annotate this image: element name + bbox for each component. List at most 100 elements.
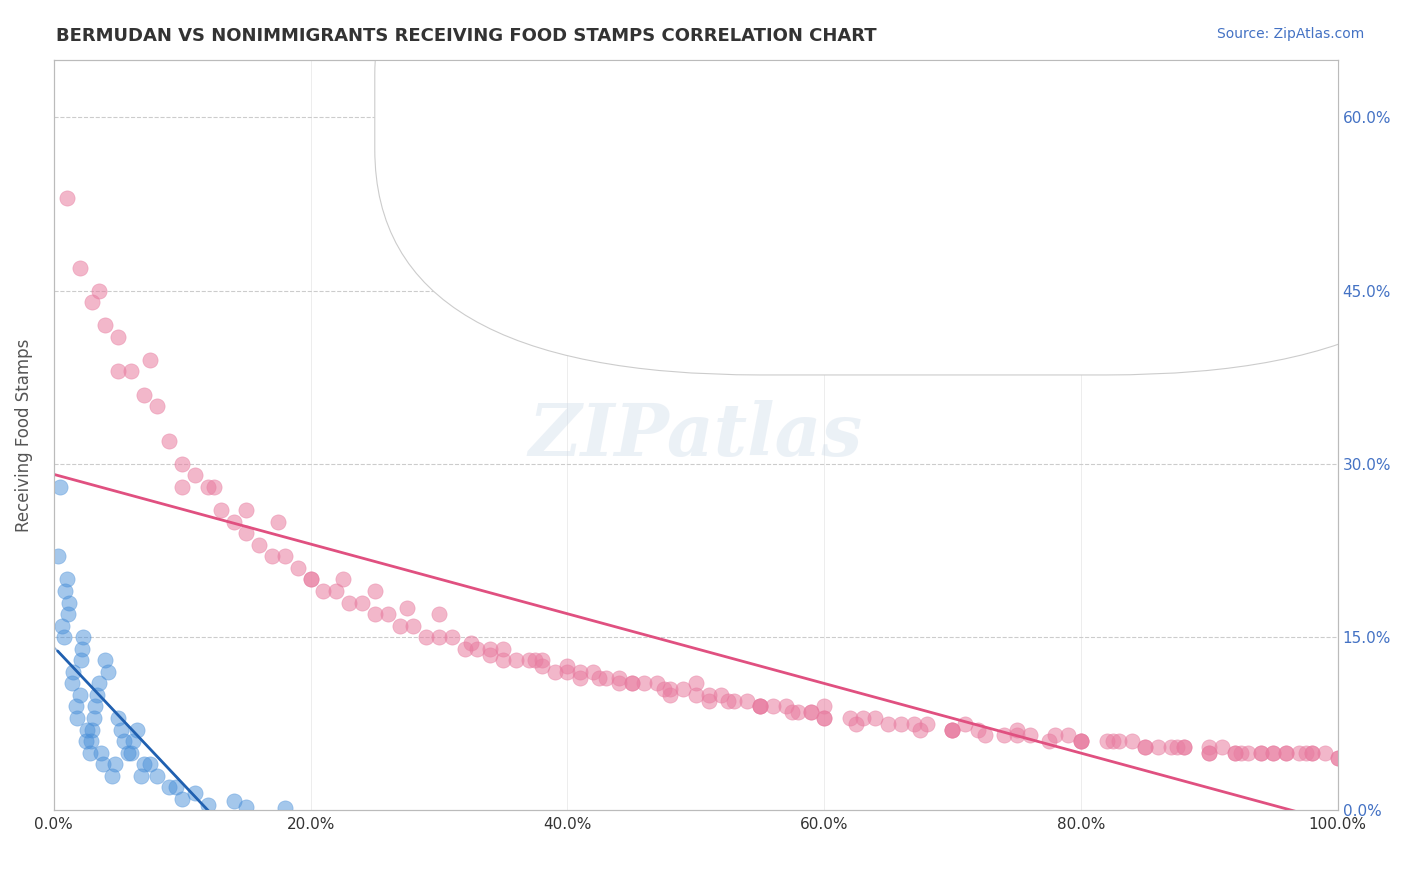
Point [86, 688, 108, 702]
Point [582, 665, 605, 679]
Point [890, 716, 912, 731]
Point [813, 711, 835, 725]
Point [569, 671, 592, 685]
Point [82, 295, 104, 310]
Point [845, 716, 868, 731]
Point [1070, 734, 1092, 748]
Point [838, 711, 860, 725]
Point [402, 618, 425, 632]
Point [58, 595, 80, 609]
Point [377, 607, 399, 621]
Point [717, 694, 740, 708]
Point [129, 769, 152, 783]
Point [209, 503, 232, 517]
Point [595, 671, 617, 685]
Point [60, 676, 83, 690]
Point [557, 665, 579, 679]
Point [87, 284, 110, 298]
Point [1275, 746, 1298, 760]
Point [607, 676, 630, 690]
Point [1133, 739, 1156, 754]
Point [620, 676, 643, 690]
Point [1147, 739, 1170, 754]
Point [69, 260, 91, 275]
Point [312, 584, 335, 599]
Point [652, 682, 675, 697]
Point [530, 653, 553, 667]
Point [659, 682, 682, 697]
Point [267, 515, 290, 529]
Point [274, 549, 297, 564]
Point [1236, 746, 1258, 760]
Point [49, 480, 72, 494]
Point [287, 561, 309, 575]
Point [184, 468, 207, 483]
Point [55, 573, 77, 587]
Point [114, 734, 136, 748]
Point [1057, 728, 1080, 742]
Point [517, 653, 540, 667]
Point [107, 364, 129, 378]
Point [132, 387, 155, 401]
Point [1250, 746, 1272, 760]
Point [453, 641, 475, 656]
Point [1301, 746, 1323, 760]
Legend: R = -0.035   N = 50, R = -0.625   N = 151: R = -0.035 N = 50, R = -0.625 N = 151 [876, 71, 1111, 144]
Point [389, 618, 412, 632]
Point [1301, 746, 1323, 760]
Point [1038, 734, 1060, 748]
Point [79, 746, 101, 760]
Point [1018, 728, 1040, 742]
Point [569, 665, 592, 679]
Point [299, 573, 322, 587]
Point [460, 636, 482, 650]
Point [1070, 734, 1092, 748]
Point [395, 601, 418, 615]
Point [1223, 746, 1246, 760]
Point [1275, 746, 1298, 760]
Point [83, 711, 105, 725]
Point [479, 648, 502, 662]
Point [427, 630, 450, 644]
Point [877, 716, 900, 731]
Point [762, 699, 785, 714]
Point [633, 676, 655, 690]
Point [710, 688, 733, 702]
Point [903, 716, 925, 731]
Point [780, 706, 803, 720]
Point [235, 503, 257, 517]
Point [69, 653, 91, 667]
Point [941, 723, 963, 737]
Point [1250, 746, 1272, 760]
Point [72, 630, 94, 644]
Point [492, 641, 515, 656]
Point [941, 723, 963, 737]
Point [235, 526, 257, 541]
Point [91, 757, 114, 772]
Point [557, 659, 579, 673]
Point [350, 595, 373, 609]
Point [84, 699, 107, 714]
Point [941, 723, 963, 737]
Point [735, 694, 758, 708]
Point [120, 746, 142, 760]
Point [55, 584, 77, 599]
Point [813, 711, 835, 725]
Point [685, 676, 707, 690]
Point [247, 538, 270, 552]
Point [120, 364, 142, 378]
Point [75, 734, 97, 748]
Point [697, 688, 720, 702]
Point [94, 653, 117, 667]
Point [1133, 739, 1156, 754]
Point [56, 607, 79, 621]
Point [748, 699, 770, 714]
Point [723, 694, 745, 708]
Point [65, 699, 87, 714]
Point [645, 676, 668, 690]
Point [748, 699, 770, 714]
Point [364, 607, 387, 621]
Point [1198, 746, 1220, 760]
Point [82, 723, 104, 737]
Point [993, 728, 1015, 742]
